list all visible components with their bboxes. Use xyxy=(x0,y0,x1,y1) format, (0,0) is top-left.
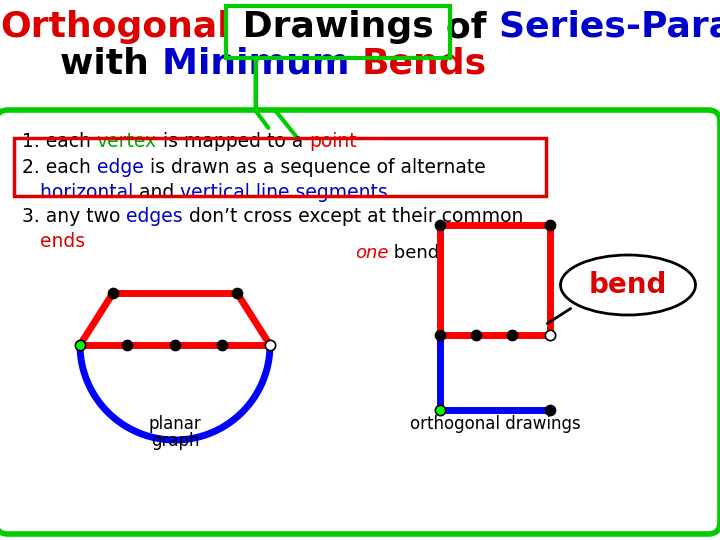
Text: Series-Parallel Graph: Series-Parallel Graph xyxy=(499,10,720,44)
Point xyxy=(231,289,243,298)
Point xyxy=(121,341,132,349)
Point xyxy=(169,341,181,349)
Text: horizontal: horizontal xyxy=(22,183,133,202)
Text: don’t cross except at their common: don’t cross except at their common xyxy=(183,207,523,226)
Text: planar: planar xyxy=(148,415,202,433)
Text: 3. any two: 3. any two xyxy=(22,207,127,226)
Text: with: with xyxy=(60,47,161,81)
Text: point: point xyxy=(310,132,357,151)
Text: ends: ends xyxy=(22,232,85,251)
Point xyxy=(544,221,556,230)
Point xyxy=(506,330,518,339)
FancyBboxPatch shape xyxy=(0,110,720,534)
Text: 2. each: 2. each xyxy=(22,158,97,177)
Text: Drawings: Drawings xyxy=(230,10,446,44)
Point xyxy=(544,330,556,339)
Point xyxy=(216,341,228,349)
Point xyxy=(434,406,446,414)
Text: is drawn as a sequence of alternate: is drawn as a sequence of alternate xyxy=(143,158,485,177)
Point xyxy=(264,341,276,349)
Point xyxy=(107,289,119,298)
Text: orthogonal drawings: orthogonal drawings xyxy=(410,415,580,433)
Text: Orthogonal: Orthogonal xyxy=(0,10,230,44)
Point xyxy=(434,221,446,230)
Text: Bends: Bends xyxy=(361,47,487,81)
Text: edge: edge xyxy=(97,158,143,177)
Text: vertical line segments: vertical line segments xyxy=(181,183,388,202)
Text: Minimum: Minimum xyxy=(161,47,361,81)
Text: is mapped to a: is mapped to a xyxy=(157,132,310,151)
Text: 1. each: 1. each xyxy=(22,132,97,151)
Point xyxy=(470,330,482,339)
Text: vertex: vertex xyxy=(97,132,157,151)
Text: and: and xyxy=(133,183,181,202)
Text: edges: edges xyxy=(127,207,183,226)
Text: one: one xyxy=(355,244,389,262)
Text: of: of xyxy=(446,10,499,44)
Point xyxy=(434,330,446,339)
Text: bend: bend xyxy=(589,271,667,299)
Point xyxy=(544,406,556,414)
Point xyxy=(74,341,86,349)
Text: graph: graph xyxy=(150,432,199,450)
Ellipse shape xyxy=(560,255,696,315)
Text: bend: bend xyxy=(389,244,440,262)
